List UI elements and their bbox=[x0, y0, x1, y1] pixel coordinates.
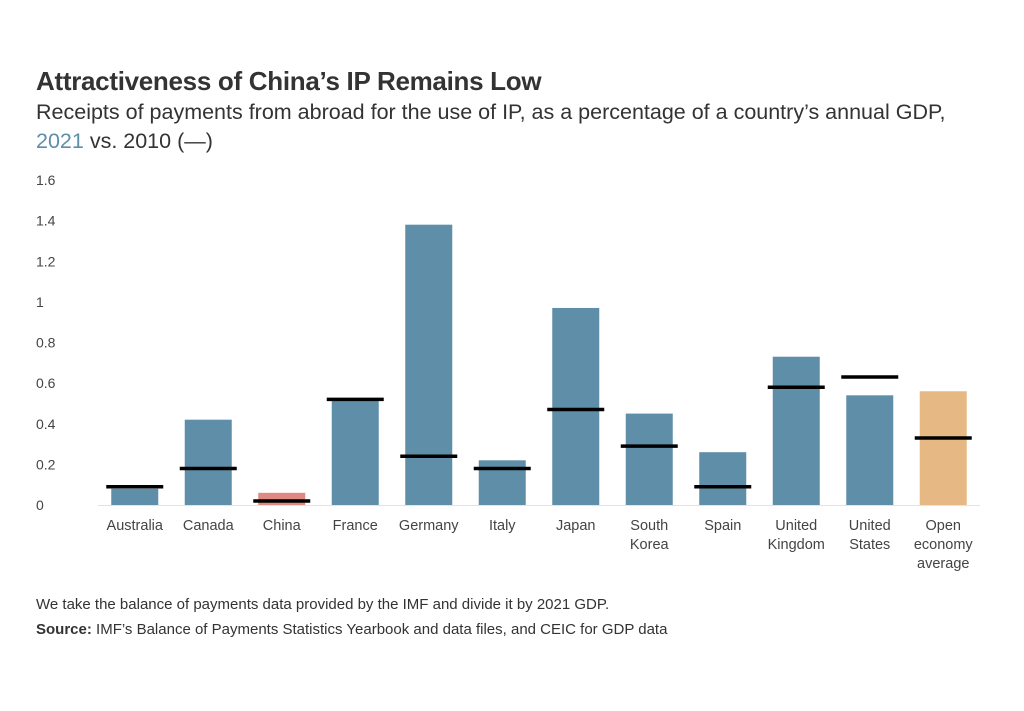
x-tick-label: France bbox=[333, 518, 378, 534]
chart-source: Source: IMF’s Balance of Payments Statis… bbox=[36, 621, 667, 638]
bar-2021 bbox=[625, 413, 673, 505]
x-tick-label: South Korea bbox=[630, 518, 670, 553]
bar-2021 bbox=[846, 395, 894, 505]
source-label: Source: bbox=[36, 621, 92, 638]
chart-subtitle: Receipts of payments from abroad for the… bbox=[36, 98, 996, 156]
x-tick-label-line: Germany bbox=[399, 518, 459, 534]
y-tick-label: 1 bbox=[36, 294, 44, 310]
subtitle-rest: vs. 2010 (—) bbox=[83, 129, 213, 153]
x-tick-label-line: South bbox=[630, 518, 668, 534]
y-tick-label: 0.2 bbox=[36, 456, 56, 472]
x-tick-label-line: China bbox=[263, 518, 302, 534]
x-tick-label: Spain bbox=[704, 518, 741, 534]
source-text: IMF’s Balance of Payments Statistics Yea… bbox=[91, 621, 668, 638]
bar-2021 bbox=[184, 419, 232, 505]
chart-note: We take the balance of payments data pro… bbox=[36, 596, 610, 613]
x-tick-label: Australia bbox=[107, 518, 164, 534]
chart-title: Attractiveness of China’s IP Remains Low bbox=[36, 66, 542, 96]
x-tick-label-line: States bbox=[849, 537, 890, 553]
bar-2021 bbox=[552, 307, 600, 505]
x-tick-label: Canada bbox=[183, 518, 235, 534]
x-tick-label: United States bbox=[849, 518, 891, 553]
x-tick-label-line: Japan bbox=[556, 518, 596, 534]
y-tick-label: 1.6 bbox=[36, 172, 56, 188]
x-tick-label: Japan bbox=[556, 518, 596, 534]
bar-2021 bbox=[772, 356, 820, 505]
y-tick-label: 0 bbox=[36, 497, 44, 513]
bar-2021 bbox=[405, 224, 453, 505]
bar-chart: 0 0.2 0.4 0.6 0.8 1 1.2 1.4 1.6 Australia Canada Ch… bbox=[36, 172, 980, 572]
bar-2021 bbox=[111, 488, 159, 505]
x-tick-label: Italy bbox=[489, 518, 516, 534]
x-tick-label-line: economy bbox=[914, 537, 974, 553]
subtitle-text: Receipts of payments from abroad for the… bbox=[36, 100, 946, 124]
y-tick-label: 1.4 bbox=[36, 213, 56, 229]
y-tick-label: 1.2 bbox=[36, 253, 56, 269]
x-tick-label-line: Canada bbox=[183, 518, 235, 534]
x-tick-label: Open economy average bbox=[914, 518, 974, 572]
x-tick-label-line: United bbox=[775, 518, 817, 534]
bar-2021 bbox=[331, 399, 379, 505]
x-tick-label: Germany bbox=[399, 518, 459, 534]
x-tick-label: United Kingdom bbox=[768, 518, 825, 553]
y-tick-label: 0.8 bbox=[36, 335, 56, 351]
bar-2021 bbox=[919, 391, 967, 505]
x-tick-label-line: Italy bbox=[489, 518, 516, 534]
x-tick-label-line: Kingdom bbox=[768, 537, 825, 553]
x-tick-label-line: Spain bbox=[704, 518, 741, 534]
x-tick-label-line: Australia bbox=[107, 518, 164, 534]
y-tick-label: 0.6 bbox=[36, 375, 56, 391]
x-tick-label-line: Korea bbox=[630, 537, 670, 553]
x-tick-label-line: United bbox=[849, 518, 891, 534]
x-tick-label-line: average bbox=[917, 556, 969, 572]
bar-2021 bbox=[258, 492, 306, 505]
x-tick-label-line: France bbox=[333, 518, 378, 534]
bar-2021 bbox=[699, 452, 747, 505]
x-tick-label: China bbox=[263, 518, 302, 534]
x-tick-label-line: Open bbox=[926, 518, 961, 534]
y-tick-label: 0.4 bbox=[36, 416, 56, 432]
subtitle-highlight-year: 2021 bbox=[36, 129, 84, 153]
